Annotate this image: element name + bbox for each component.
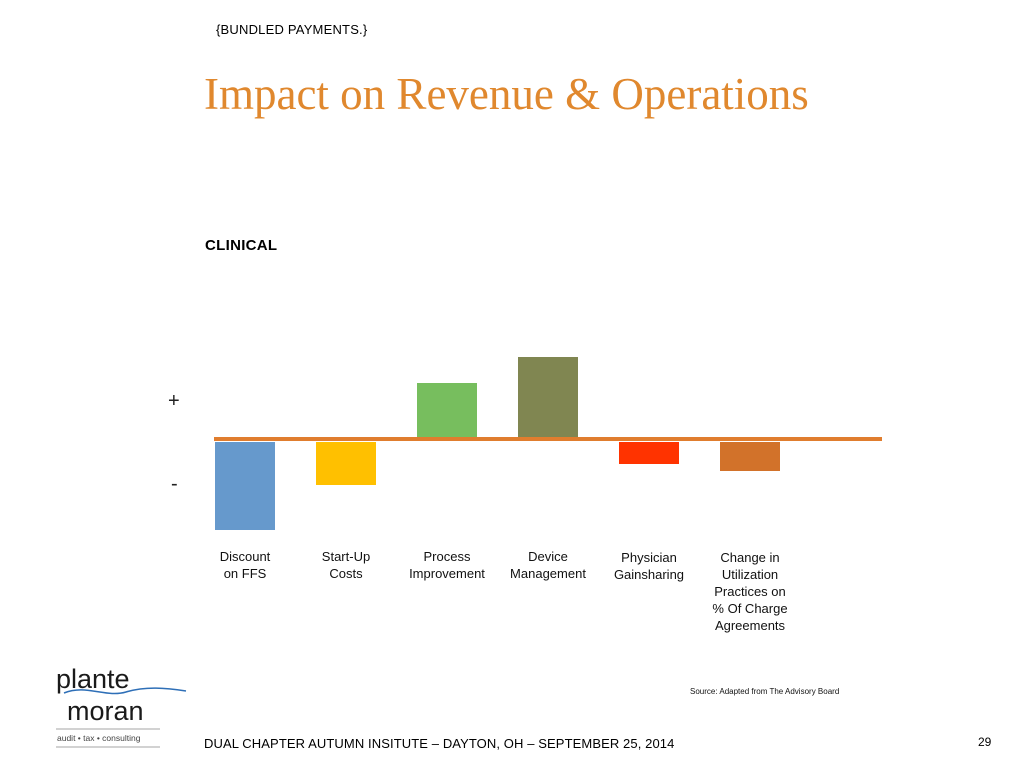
category-label-3: Process Improvement <box>409 549 485 581</box>
slide-title: Impact on Revenue & Operations <box>204 69 809 119</box>
logo-plante-text: plante <box>56 664 130 694</box>
logo-moran-text: moran <box>67 696 144 726</box>
category-label-2: Start-Up Costs <box>321 549 371 581</box>
category-label-4: Device Management <box>510 549 586 581</box>
plante-moran-logo: plante moran audit • tax • consulting <box>56 662 188 754</box>
bar-1 <box>215 442 275 530</box>
category-label-6: Change in Utilization Practices on % Of … <box>712 550 788 633</box>
chart-title: CLINICAL <box>205 237 278 254</box>
bar-5 <box>619 442 679 464</box>
category-label-1: Discount on FFS <box>219 549 271 581</box>
positive-axis-label: + <box>168 390 180 412</box>
bar-3 <box>417 383 477 437</box>
bar-2 <box>316 442 376 485</box>
footer-text: DUAL CHAPTER AUTUMN INSITUTE – DAYTON, O… <box>204 736 675 751</box>
bar-6 <box>720 442 780 471</box>
section-tag: {BUNDLED PAYMENTS.} <box>216 22 368 37</box>
logo-tagline: audit • tax • consulting <box>57 733 141 743</box>
logo-swoosh <box>63 687 187 695</box>
bar-4 <box>518 357 578 437</box>
category-label-5: Physician Gainsharing <box>613 550 685 582</box>
source-note: Source: Adapted from The Advisory Board <box>690 687 840 696</box>
page-number: 29 <box>978 735 992 749</box>
negative-axis-label: - <box>171 473 178 495</box>
